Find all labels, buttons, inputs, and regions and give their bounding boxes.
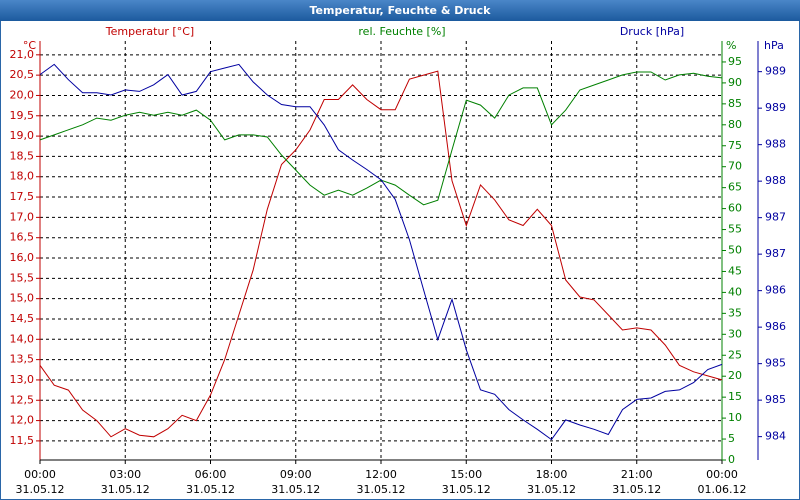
- y-tick-label: 18,0: [10, 170, 35, 183]
- y-tick-label: 14,5: [10, 312, 35, 325]
- y-tick-label: 19,0: [10, 129, 35, 142]
- y3-tick-label: 10: [728, 411, 742, 424]
- y2-tick-label: 984: [765, 430, 786, 443]
- y-tick-label: 17,0: [10, 210, 35, 223]
- y2-tick-label: 987: [765, 247, 786, 260]
- x-tick-label: 03:00: [109, 468, 141, 481]
- y2-tick-label: 988: [765, 174, 786, 187]
- y3-tick-label: 45: [728, 264, 742, 277]
- y2-axis-label: Druck [hPa]: [620, 25, 684, 38]
- x-tick-label: 06:00: [195, 468, 227, 481]
- x-tick-date: 31.05.12: [442, 483, 491, 496]
- x-tick-label: 18:00: [536, 468, 568, 481]
- x-tick-label: 09:00: [280, 468, 312, 481]
- y-tick-label: 21,0: [10, 48, 35, 61]
- series-line: [39, 63, 723, 441]
- x-tick-date: 31.05.12: [101, 483, 150, 496]
- y3-tick-label: 35: [728, 306, 742, 319]
- x-tick-label: 00:00: [706, 468, 738, 481]
- y-tick-label: 18,5: [10, 149, 35, 162]
- y2-unit: hPa: [764, 39, 784, 52]
- series-line: [39, 70, 723, 438]
- y-tick-label: 20,5: [10, 68, 35, 81]
- y-tick-label: 15,5: [10, 271, 35, 284]
- y3-tick-label: 60: [728, 202, 742, 215]
- x-tick-label: 12:00: [365, 468, 397, 481]
- y-tick-label: 12,5: [10, 393, 35, 406]
- title-bar: [0, 0, 800, 21]
- y-tick-label: 16,0: [10, 251, 35, 264]
- y3-tick-label: 50: [728, 244, 742, 257]
- y3-tick-label: 40: [728, 285, 742, 298]
- y2-tick-label: 986: [765, 284, 786, 297]
- y3-tick-label: 75: [728, 139, 742, 152]
- x-tick-date: 31.05.12: [527, 483, 576, 496]
- y3-tick-label: 15: [728, 390, 742, 403]
- y2-tick-label: 987: [765, 211, 786, 224]
- y3-tick-label: 80: [728, 118, 742, 131]
- x-tick-date: 31.05.12: [16, 483, 65, 496]
- y-tick-label: 14,0: [10, 332, 35, 345]
- x-tick-date: 31.05.12: [186, 483, 235, 496]
- y2-tick-label: 986: [765, 320, 786, 333]
- y3-tick-label: 90: [728, 76, 742, 89]
- chart-title: Temperatur, Feuchte & Druck: [310, 4, 492, 17]
- x-tick-date: 31.05.12: [357, 483, 406, 496]
- x-tick-label: 21:00: [621, 468, 653, 481]
- y3-tick-label: 25: [728, 348, 742, 361]
- x-tick-date: 31.05.12: [612, 483, 661, 496]
- y3-unit: %: [726, 39, 736, 52]
- x-tick-label: 00:00: [24, 468, 56, 481]
- y3-tick-label: 85: [728, 97, 742, 110]
- y-tick-label: 20,0: [10, 88, 35, 101]
- y3-tick-label: 95: [728, 55, 742, 68]
- y2-tick-label: 989: [765, 65, 786, 78]
- y3-tick-label: 65: [728, 181, 742, 194]
- y-axis-label: Temperatur [°C]: [105, 25, 194, 38]
- y-unit: °C: [23, 39, 37, 52]
- y-tick-label: 19,5: [10, 109, 35, 122]
- y-tick-label: 13,5: [10, 353, 35, 366]
- y-tick-label: 16,5: [10, 231, 35, 244]
- x-tick-label: 15:00: [450, 468, 482, 481]
- y3-tick-label: 70: [728, 160, 742, 173]
- y-tick-label: 13,0: [10, 373, 35, 386]
- x-tick-date: 31.05.12: [271, 483, 320, 496]
- y3-tick-label: 0: [728, 453, 735, 466]
- y2-tick-label: 988: [765, 138, 786, 151]
- x-tick-date: 01.06.12: [698, 483, 747, 496]
- y-tick-label: 17,5: [10, 190, 35, 203]
- y-tick-label: 12,0: [10, 414, 35, 427]
- y2-tick-label: 985: [765, 393, 786, 406]
- y-tick-label: 11,5: [10, 434, 35, 447]
- y2-tick-label: 985: [765, 357, 786, 370]
- y-tick-label: 15,0: [10, 292, 35, 305]
- y2-tick-label: 989: [765, 101, 786, 114]
- y3-axis-label: rel. Feuchte [%]: [358, 25, 445, 38]
- y3-tick-label: 30: [728, 327, 742, 340]
- y3-tick-label: 20: [728, 369, 742, 382]
- y3-tick-label: 5: [728, 432, 735, 445]
- y3-tick-label: 55: [728, 223, 742, 236]
